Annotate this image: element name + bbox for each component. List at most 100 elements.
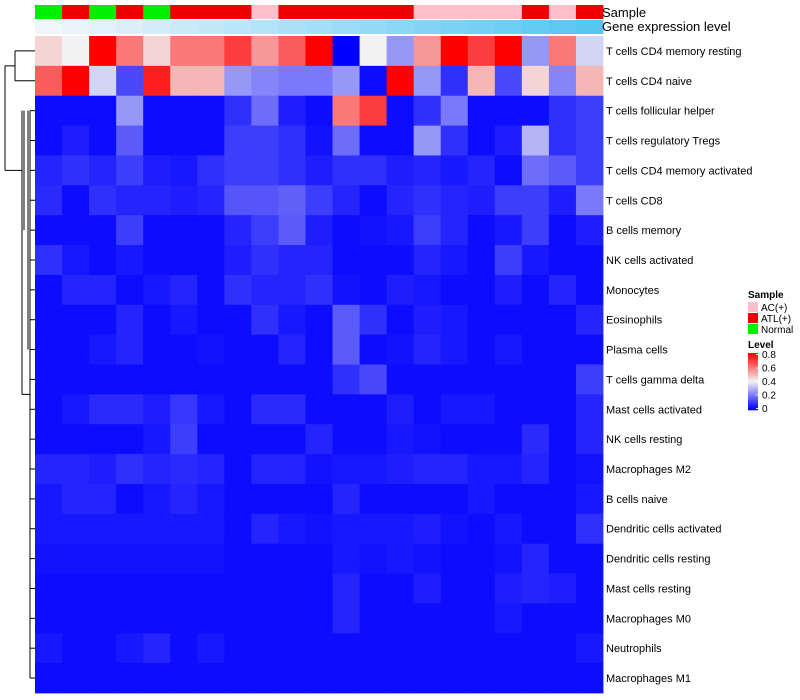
heatmap-cell	[440, 65, 469, 97]
row-label: T cells CD8	[606, 195, 663, 207]
heatmap-cell	[251, 364, 279, 395]
heatmap-cell	[305, 125, 333, 156]
sample-annotation-cell	[521, 5, 550, 19]
heatmap-cell	[548, 245, 577, 276]
legend-sample-swatch	[748, 324, 758, 334]
sample-annotation-cell	[89, 5, 117, 19]
legend-level-tick-label: 0.8	[762, 350, 776, 361]
row-label: Eosinophils	[606, 315, 663, 327]
sample-annotation-cell	[143, 5, 171, 19]
heatmap-cell	[251, 36, 279, 67]
heatmap-cell	[35, 394, 63, 425]
heatmap-cell	[278, 274, 306, 306]
heatmap-cell	[332, 543, 360, 574]
heatmap-cell	[197, 36, 225, 67]
legend-sample: Sample AC(+)ATL(+)Normal	[748, 290, 793, 336]
heatmap-cell	[116, 454, 144, 485]
heatmap-cell	[305, 274, 333, 306]
row-label: B cells naive	[606, 494, 668, 506]
heatmap-cell	[278, 215, 306, 246]
heatmap-cell	[494, 185, 523, 216]
heatmap-cell	[278, 513, 306, 545]
heatmap-cell	[548, 364, 577, 395]
heatmap-cell	[521, 65, 550, 97]
heatmap-cell	[440, 513, 469, 545]
heatmap-cell	[116, 663, 144, 694]
legend-sample-title: Sample	[748, 290, 784, 301]
heatmap-cell	[332, 125, 360, 156]
legend-sample-label: Normal	[761, 325, 793, 336]
heatmap-cell	[89, 36, 117, 67]
heatmap-cell	[467, 663, 496, 694]
heatmap-cell	[359, 663, 388, 694]
heatmap-cell	[386, 304, 415, 336]
heatmap-cell	[143, 633, 171, 664]
legend-level-gradient-step	[748, 354, 758, 357]
heatmap-cell	[386, 543, 415, 574]
heatmap-cell	[224, 513, 252, 545]
heatmap-cell	[386, 245, 415, 276]
expression-annotation-cell	[440, 20, 469, 34]
legend-level-gradient-step	[748, 384, 758, 387]
expression-annotation-cell	[89, 20, 117, 34]
legend-level-gradient-step	[748, 372, 758, 375]
heatmap-cell	[521, 185, 550, 216]
heatmap-cell	[413, 663, 442, 694]
heatmap-cell	[143, 155, 171, 186]
heatmap-cell	[359, 454, 388, 485]
heatmap-cell	[305, 334, 333, 365]
heatmap-cell	[386, 274, 415, 306]
heatmap-cell	[197, 95, 225, 126]
heatmap-cell	[224, 65, 252, 97]
row-label: T cells CD4 memory resting	[606, 46, 742, 58]
heatmap-cell	[548, 95, 577, 126]
heatmap-cell	[35, 125, 63, 156]
heatmap-cell	[197, 483, 225, 515]
heatmap-cell	[386, 95, 415, 126]
heatmap-cell	[575, 215, 604, 246]
legend-level-tick-label: 0.4	[762, 377, 776, 388]
sample-annotation-cell	[62, 5, 90, 19]
heatmap-cell	[413, 215, 442, 246]
heatmap-cell	[89, 65, 117, 97]
row-dendrogram	[4, 50, 35, 679]
heatmap-cell	[197, 543, 225, 574]
heatmap-cell	[467, 36, 496, 67]
heatmap-cell	[35, 65, 63, 97]
heatmap-cell	[170, 215, 198, 246]
heatmap-cell	[116, 95, 144, 126]
heatmap-cell	[89, 215, 117, 246]
heatmap-cell	[62, 663, 90, 694]
heatmap-cell	[89, 185, 117, 216]
heatmap-cell	[278, 304, 306, 336]
heatmap-cell	[359, 603, 388, 634]
heatmap-cell	[494, 454, 523, 485]
legend-level-gradient-step	[748, 355, 758, 358]
heatmap-cell	[332, 483, 360, 515]
legend-level: Level 0.8 0.6 0.4 0.2 0	[748, 340, 776, 415]
heatmap-cell	[575, 36, 604, 67]
heatmap-cell	[467, 364, 496, 395]
heatmap-cell	[278, 543, 306, 574]
heatmap-cell	[197, 125, 225, 156]
heatmap-cell	[467, 454, 496, 485]
heatmap-cell	[62, 274, 90, 306]
heatmap-cell	[197, 603, 225, 634]
legend-level-gradient-step	[748, 407, 758, 409]
heatmap-cell	[548, 334, 577, 365]
heatmap-cell	[35, 245, 63, 276]
heatmap-cell	[62, 543, 90, 574]
heatmap-cell	[35, 424, 63, 455]
heatmap-cell	[386, 334, 415, 365]
heatmap-cell	[35, 633, 63, 664]
expression-annotation-cell	[170, 20, 198, 34]
heatmap-cell	[359, 573, 388, 604]
heatmap-cell	[494, 543, 523, 574]
heatmap-cell	[413, 125, 442, 156]
heatmap-cell	[224, 125, 252, 156]
heatmap-cell	[170, 245, 198, 276]
expression-annotation-cell	[575, 20, 604, 34]
heatmap-cell	[305, 573, 333, 604]
heatmap-cell	[386, 513, 415, 545]
heatmap-cell	[332, 394, 360, 425]
